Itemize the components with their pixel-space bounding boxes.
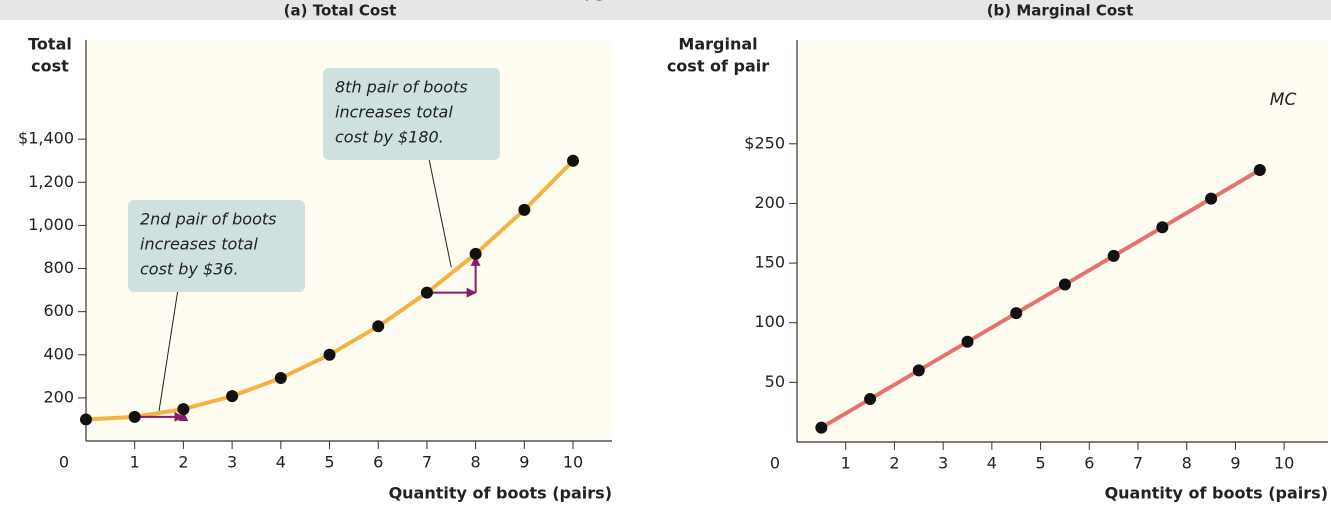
- x-tick-label: 9: [1230, 454, 1240, 473]
- point: [961, 335, 974, 348]
- point: [1156, 221, 1169, 234]
- y-tick-label: $250: [744, 133, 785, 152]
- y-tick-label: 200: [43, 387, 74, 406]
- point: [226, 390, 239, 403]
- point: [177, 403, 190, 416]
- point: [420, 286, 433, 299]
- point: [469, 247, 482, 260]
- y-axis-label: Total: [28, 35, 72, 54]
- annotation-box: [128, 200, 305, 292]
- point: [815, 421, 828, 434]
- x-tick-label: 5: [324, 453, 334, 472]
- leader-line: [428, 159, 452, 268]
- x-tick-label: 3: [227, 453, 237, 472]
- header-bar: [0, 0, 1331, 20]
- annotation-box: [323, 68, 500, 160]
- point: [274, 372, 287, 385]
- series-label: MC: [1270, 90, 1297, 110]
- y-tick-label: 800: [43, 258, 74, 277]
- x-tick-label: 8: [1182, 454, 1192, 473]
- y-axis-label: Marginal: [678, 35, 757, 54]
- point: [323, 348, 336, 361]
- annotation-text: cost by $180.: [335, 128, 444, 147]
- x-tick-label: 9: [519, 453, 529, 472]
- y-tick-label: 100: [754, 312, 785, 331]
- x-tick-label: 7: [422, 453, 432, 472]
- x-tick-label: 4: [276, 453, 286, 472]
- point: [1253, 164, 1266, 177]
- point: [518, 203, 531, 216]
- x-tick-label: 1: [841, 454, 851, 473]
- x-tick-label: 0: [59, 453, 69, 472]
- x-tick-label: 0: [770, 454, 780, 473]
- x-tick-label: 3: [938, 454, 948, 473]
- chart-title: (b) Marginal Cost: [987, 2, 1134, 20]
- point: [80, 413, 92, 426]
- point: [1107, 249, 1120, 262]
- x-tick-label: 4: [987, 454, 997, 473]
- annotation-text: 8th pair of boots: [335, 78, 468, 97]
- y-tick-label: 150: [754, 253, 785, 272]
- y-tick-label: 400: [43, 344, 74, 363]
- point: [1205, 192, 1218, 205]
- x-tick-label: 8: [471, 453, 481, 472]
- y-tick-label: 1,200: [28, 172, 74, 191]
- point: [128, 410, 141, 423]
- x-tick-label: 7: [1133, 454, 1143, 473]
- x-axis-label: Quantity of boots (pairs): [1105, 484, 1328, 503]
- annotation-text: 2nd pair of boots: [140, 210, 276, 229]
- leader-line: [158, 291, 179, 411]
- annotation-text: cost by $36.: [140, 260, 239, 279]
- y-tick-label: 1,000: [28, 215, 74, 234]
- y-axis-label: cost: [31, 57, 69, 76]
- x-tick-label: 10: [1274, 454, 1294, 473]
- x-tick-label: 2: [178, 453, 188, 472]
- x-tick-label: 2: [889, 454, 899, 473]
- point: [864, 393, 877, 406]
- point: [912, 364, 925, 377]
- point: [1010, 307, 1023, 320]
- point: [567, 154, 580, 167]
- y-tick-label: 200: [754, 193, 785, 212]
- x-tick-label: 6: [1084, 454, 1094, 473]
- line: [820, 168, 1261, 430]
- series-label: TC: [583, 0, 605, 6]
- y-axis-label: cost of pair: [667, 57, 769, 76]
- x-axis-label: Quantity of boots (pairs): [389, 484, 612, 503]
- annotation-text: increases total: [140, 235, 258, 254]
- point: [372, 320, 385, 333]
- y-tick-label: 50: [765, 372, 785, 391]
- point: [1058, 278, 1071, 291]
- y-tick-label: $1,400: [18, 129, 74, 148]
- chart-title: (a) Total Cost: [284, 2, 397, 20]
- annotation-text: increases total: [335, 103, 453, 122]
- x-tick-label: 6: [373, 453, 383, 472]
- x-tick-label: 1: [130, 453, 140, 472]
- x-tick-label: 5: [1035, 454, 1045, 473]
- x-tick-label: 10: [563, 453, 583, 472]
- plot-area: [797, 40, 1328, 442]
- y-tick-label: 600: [43, 301, 74, 320]
